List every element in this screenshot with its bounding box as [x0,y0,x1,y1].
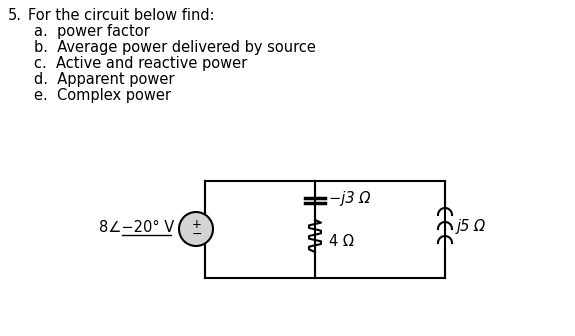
Text: b.  Average power delivered by source: b. Average power delivered by source [34,40,316,55]
Text: d.  Apparent power: d. Apparent power [34,72,174,87]
Text: −j3 Ω: −j3 Ω [329,192,370,207]
Text: 5.: 5. [8,8,22,23]
Text: −: − [191,227,202,241]
Text: For the circuit below find:: For the circuit below find: [28,8,214,23]
Circle shape [179,212,213,246]
Text: +: + [192,217,202,230]
Text: 8∠−20° V: 8∠−20° V [99,219,174,235]
Text: a.  power factor: a. power factor [34,24,150,39]
Text: c.  Active and reactive power: c. Active and reactive power [34,56,247,71]
Text: e.  Complex power: e. Complex power [34,88,171,103]
Text: 4 Ω: 4 Ω [329,235,354,250]
Text: j5 Ω: j5 Ω [457,219,486,235]
